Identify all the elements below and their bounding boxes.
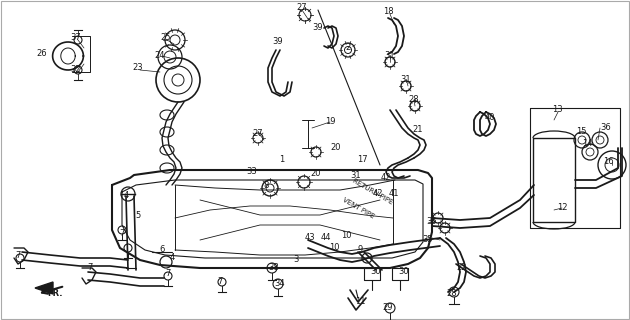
- Text: 38: 38: [268, 263, 279, 273]
- Text: 28: 28: [447, 290, 457, 299]
- Text: 4: 4: [123, 191, 129, 201]
- Text: 2: 2: [345, 44, 351, 52]
- Text: 22: 22: [457, 263, 467, 273]
- Text: 17: 17: [357, 156, 367, 164]
- Text: 32: 32: [71, 66, 81, 75]
- Text: 11: 11: [355, 298, 365, 307]
- Text: 35: 35: [427, 218, 437, 227]
- Text: 34: 34: [275, 278, 285, 287]
- Text: 27: 27: [253, 130, 263, 139]
- Text: 36: 36: [600, 124, 611, 132]
- Text: 7: 7: [15, 252, 21, 260]
- Text: FR.: FR.: [47, 289, 63, 298]
- Text: 16: 16: [603, 157, 614, 166]
- Text: 7: 7: [119, 229, 125, 238]
- Text: 10: 10: [329, 244, 339, 252]
- Text: 44: 44: [321, 234, 331, 243]
- Text: 24: 24: [155, 51, 165, 60]
- Text: 20: 20: [311, 170, 321, 179]
- Text: 23: 23: [133, 63, 143, 73]
- Text: 39: 39: [273, 37, 284, 46]
- Text: 15: 15: [576, 127, 587, 137]
- Text: 8: 8: [263, 180, 268, 189]
- Text: 41: 41: [389, 188, 399, 197]
- Text: 31: 31: [351, 171, 362, 180]
- Text: 5: 5: [135, 212, 140, 220]
- Text: 31: 31: [401, 76, 411, 84]
- Text: 26: 26: [37, 50, 47, 59]
- Text: 42: 42: [381, 173, 391, 182]
- Text: 6: 6: [159, 245, 164, 254]
- Text: 43: 43: [305, 234, 315, 243]
- Text: 35: 35: [423, 236, 433, 244]
- Text: 33: 33: [246, 167, 258, 177]
- Text: 31: 31: [385, 51, 395, 60]
- Text: 39: 39: [312, 23, 323, 33]
- Text: 7: 7: [88, 263, 93, 273]
- Text: 29: 29: [383, 303, 393, 313]
- Text: 18: 18: [382, 7, 393, 17]
- Text: 13: 13: [552, 106, 563, 115]
- Text: 7: 7: [165, 269, 171, 278]
- Text: 27: 27: [297, 4, 307, 12]
- Polygon shape: [35, 282, 53, 294]
- Text: RETURN PIPE: RETURN PIPE: [352, 178, 394, 206]
- Text: 42: 42: [373, 188, 383, 197]
- Text: 37: 37: [71, 34, 81, 43]
- Text: 7: 7: [217, 277, 222, 286]
- Text: 14: 14: [581, 140, 592, 148]
- Text: 1: 1: [279, 156, 285, 164]
- Text: 21: 21: [413, 125, 423, 134]
- Text: 30: 30: [399, 268, 410, 276]
- Text: 12: 12: [557, 204, 567, 212]
- Text: 19: 19: [324, 117, 335, 126]
- Text: 9: 9: [357, 245, 363, 254]
- Text: 4: 4: [169, 253, 175, 262]
- Text: 25: 25: [161, 34, 171, 43]
- Text: 10: 10: [341, 231, 352, 241]
- Text: 28: 28: [409, 95, 420, 105]
- Text: VENT PIPE: VENT PIPE: [342, 196, 375, 220]
- Text: 20: 20: [331, 143, 341, 153]
- Text: 30: 30: [370, 268, 381, 276]
- Text: 3: 3: [294, 255, 299, 265]
- Text: 40: 40: [484, 114, 495, 123]
